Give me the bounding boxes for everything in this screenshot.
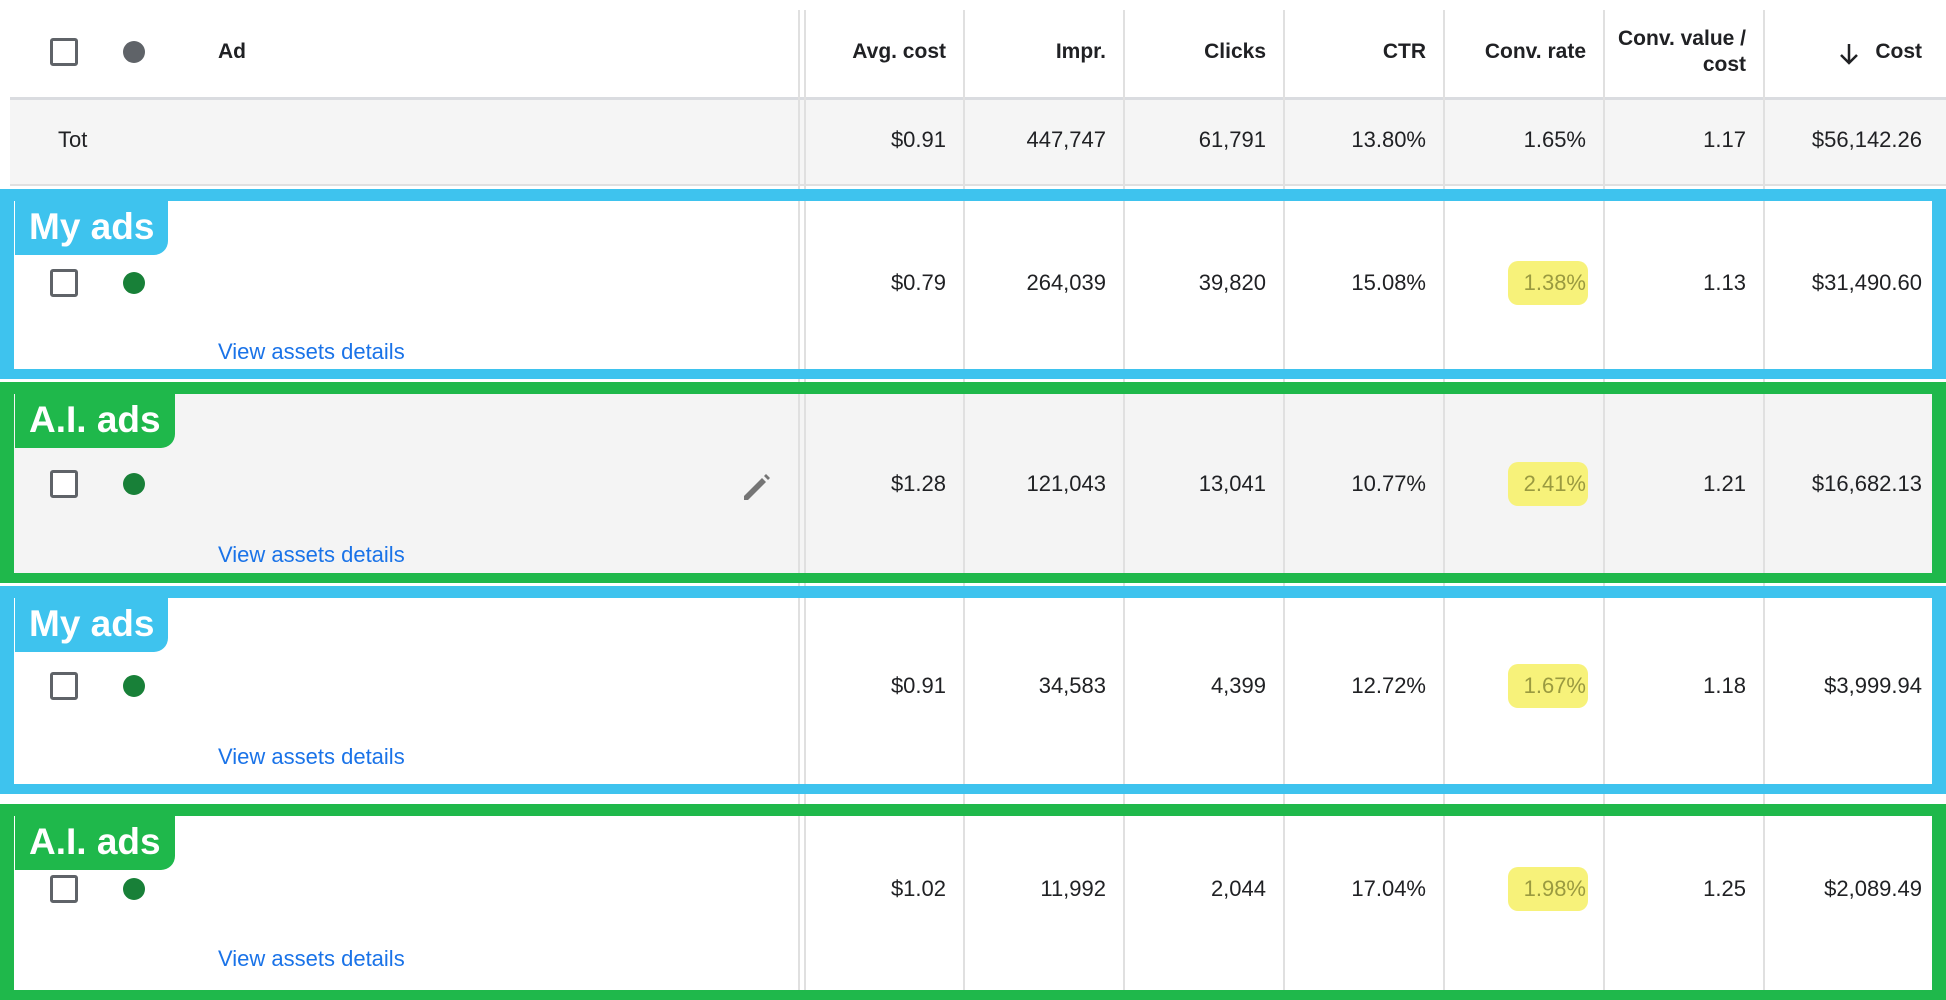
column-divider xyxy=(1763,10,1765,1000)
header-cell: Conv. value / cost xyxy=(1618,27,1746,76)
row-value: 1.67% xyxy=(1523,673,1586,698)
highlight xyxy=(1508,261,1588,305)
total-value: 13.80% xyxy=(1351,127,1426,152)
row-checkbox[interactable] xyxy=(50,269,78,297)
column-divider xyxy=(798,10,800,1000)
row-value: $31,490.60 xyxy=(1811,270,1922,295)
column-divider xyxy=(963,10,965,1000)
group-frame xyxy=(0,586,1946,794)
status-dot xyxy=(123,473,145,495)
row-value: 1.21 xyxy=(1703,471,1746,496)
status-dot xyxy=(123,675,145,697)
edit-pencil-icon[interactable] xyxy=(740,470,772,502)
row-value: 15.08% xyxy=(1351,270,1426,295)
header-cell: Avg. cost xyxy=(852,40,946,63)
header-cell: Impr. xyxy=(1055,40,1106,63)
row-value: 11,992 xyxy=(1040,876,1106,901)
view-assets-link[interactable]: View assets details xyxy=(218,946,405,971)
total-value: $0.91 xyxy=(890,127,946,152)
row-value: 264,039 xyxy=(1026,270,1106,295)
view-assets-link[interactable]: View assets details xyxy=(218,339,405,364)
highlight xyxy=(1508,664,1588,708)
header-cell: Cost xyxy=(1875,40,1922,63)
row-value: 2,044 xyxy=(1210,876,1266,901)
row-value: 2.41% xyxy=(1523,471,1586,496)
total-value: 1.65% xyxy=(1523,127,1586,152)
group-label: A.I. ads xyxy=(15,814,175,870)
highlight xyxy=(1508,462,1588,506)
row-value: 121,043 xyxy=(1026,471,1106,496)
status-dot xyxy=(123,272,145,294)
view-assets-link[interactable]: View assets details xyxy=(218,542,405,567)
select-all-checkbox[interactable] xyxy=(50,38,78,66)
column-divider xyxy=(804,10,806,1000)
row-value: 1.18 xyxy=(1703,673,1746,698)
header-cell: Conv. rate xyxy=(1484,40,1586,63)
group-label: My ads xyxy=(15,596,169,652)
total-value: 447,747 xyxy=(1026,127,1106,152)
total-value: 61,791 xyxy=(1198,127,1266,152)
status-dot xyxy=(123,878,145,900)
column-divider xyxy=(1123,10,1125,1000)
row-checkbox[interactable] xyxy=(50,875,78,903)
row-value: 1.25 xyxy=(1703,876,1746,901)
total-label: Tot xyxy=(58,127,88,152)
group-label: A.I. ads xyxy=(15,392,175,448)
header-row xyxy=(10,10,1946,100)
highlight xyxy=(1508,867,1588,911)
total-value: 1.17 xyxy=(1703,127,1746,152)
row-value: 34,583 xyxy=(1038,673,1106,698)
row-value: 17.04% xyxy=(1351,876,1426,901)
column-divider xyxy=(1283,10,1285,1000)
column-divider xyxy=(1443,10,1445,1000)
row-value: 1.98% xyxy=(1523,876,1586,901)
group-frame xyxy=(0,804,1946,1000)
row-value: $3,999.94 xyxy=(1824,673,1922,698)
group-frame xyxy=(0,189,1946,379)
header-cell: Clicks xyxy=(1204,40,1266,63)
row-value: 39,820 xyxy=(1198,270,1266,295)
row-value: 1.13 xyxy=(1703,270,1746,295)
row-value: $1.28 xyxy=(890,471,946,496)
group-frame xyxy=(0,382,1946,583)
header-cell: CTR xyxy=(1382,40,1426,63)
row-value: 12.72% xyxy=(1351,673,1426,698)
row-value: 13,041 xyxy=(1198,471,1266,496)
row-value: $1.02 xyxy=(890,876,946,901)
view-assets-link[interactable]: View assets details xyxy=(218,744,405,769)
hover-row xyxy=(0,382,1946,583)
row-checkbox[interactable] xyxy=(50,672,78,700)
row-value: $2,089.49 xyxy=(1824,876,1922,901)
column-divider xyxy=(1603,10,1605,1000)
row-value: 1.38% xyxy=(1523,270,1586,295)
row-value: $0.91 xyxy=(890,673,946,698)
status-header-dot xyxy=(123,41,145,63)
total-row xyxy=(10,100,1946,186)
row-value: 4,399 xyxy=(1210,673,1266,698)
total-value: $56,142.26 xyxy=(1811,127,1922,152)
row-value: $0.79 xyxy=(890,270,946,295)
row-value: 10.77% xyxy=(1351,471,1426,496)
row-checkbox[interactable] xyxy=(50,470,78,498)
row-value: $16,682.13 xyxy=(1811,471,1922,496)
header-ad: Ad xyxy=(218,40,246,63)
group-label: My ads xyxy=(15,199,169,255)
sort-arrow-icon xyxy=(1840,44,1858,65)
